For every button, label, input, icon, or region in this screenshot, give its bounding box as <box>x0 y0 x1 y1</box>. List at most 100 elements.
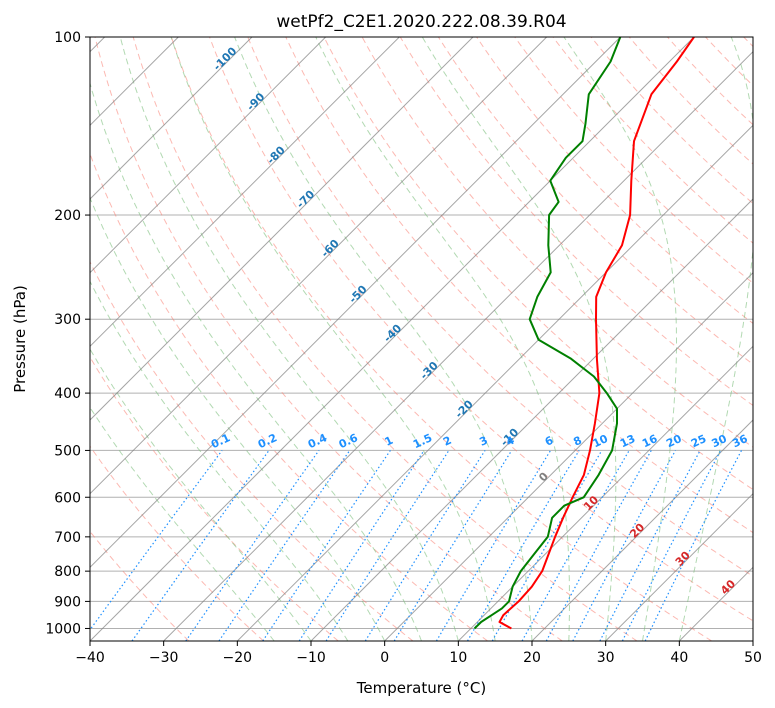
moist-adiabat-line <box>90 348 312 641</box>
dry-adiabat-line <box>90 152 488 641</box>
x-tick-label: 10 <box>449 650 467 666</box>
isotherm-label: -90 <box>244 90 267 113</box>
isobar-gridlines <box>90 36 753 629</box>
mixing-ratio-line <box>298 450 425 641</box>
isotherm-label: -100 <box>211 44 240 73</box>
mixing-ratio-line <box>644 450 743 641</box>
isotherm-line <box>531 419 753 641</box>
isotherm-line <box>90 37 474 421</box>
y-tick-label: 500 <box>54 443 81 459</box>
isotherm-line <box>752 640 753 641</box>
moist-adiabat-line <box>90 406 275 641</box>
x-tick-label: 30 <box>597 650 615 666</box>
dry-adiabat-line <box>132 37 638 641</box>
background-lines <box>90 37 753 641</box>
isotherm-line <box>678 566 753 641</box>
x-axis: −40 −30 −20 −10 0 10 20 30 40 50 <box>75 641 762 666</box>
x-axis-title: Temperature (°C) <box>356 679 486 697</box>
isotherm-line <box>457 345 753 641</box>
x-tick-label: 40 <box>670 650 688 666</box>
x-tick-label: −10 <box>296 650 326 666</box>
mixing-ratio-line <box>393 450 513 641</box>
isotherm-label: -20 <box>453 397 476 420</box>
mixing-ratio-line <box>325 450 450 641</box>
mixing-ratio-line <box>621 450 722 641</box>
mixing-ratio-line <box>364 450 486 641</box>
plot-frame <box>89 36 754 642</box>
x-tick-label: −20 <box>223 650 253 666</box>
isotherm-line <box>90 37 400 348</box>
isotherm-line <box>90 37 327 274</box>
isotherm-label: -60 <box>319 237 342 260</box>
mixing-ratio-label: 0.1 <box>209 431 232 451</box>
moist-adiabat-line <box>119 37 459 641</box>
mixing-ratio-label: 1 <box>383 434 395 449</box>
mixing-ratio-line <box>185 450 320 641</box>
mixing-ratio-line <box>90 450 223 631</box>
isotherm-line <box>90 37 548 495</box>
isotherm-label: -50 <box>346 283 369 306</box>
dry-adiabat-line <box>323 37 753 491</box>
dry-adiabat-line <box>94 37 563 641</box>
y-tick-label: 100 <box>54 30 81 46</box>
mixing-ratio-label: 36 <box>730 432 750 450</box>
x-tick-label: 0 <box>380 650 389 666</box>
mixing-ratio-label: 20 <box>664 432 684 450</box>
mixing-ratio-line <box>521 450 630 641</box>
moist-adiabat-line <box>315 37 570 641</box>
mixing-ratio-line <box>545 450 652 641</box>
dry-adiabat-line <box>90 356 339 641</box>
moist-adiabat-label: 40 <box>718 577 738 597</box>
mixing-ratio-line <box>466 450 580 641</box>
y-tick-label: 600 <box>54 490 81 506</box>
chart-title: wetPf2_C2E1.2020.222.08.39.R04 <box>276 12 566 32</box>
y-axis-title: Pressure (hPa) <box>11 285 29 393</box>
x-tick-label: 50 <box>744 650 762 666</box>
moist-adiabat-line <box>90 280 349 641</box>
moist-adiabat-line <box>90 81 422 641</box>
mixing-ratio-label: 6 <box>543 434 556 449</box>
moist-adiabat-line <box>678 37 753 641</box>
y-tick-label: 900 <box>54 594 81 610</box>
moist-adiabat-line <box>234 37 533 641</box>
mixing-ratio-line <box>435 450 552 641</box>
mixing-ratio-label: 25 <box>689 432 708 450</box>
dry-adiabat-line <box>437 37 753 365</box>
dry-adiabat-line <box>209 37 753 622</box>
mixing-ratio-line <box>131 450 270 641</box>
mixing-ratio-line <box>599 450 701 641</box>
isotherm-line <box>90 37 695 641</box>
dry-adiabat-line <box>514 37 753 284</box>
y-tick-label: 400 <box>54 386 81 402</box>
dry-adiabat-line <box>285 37 753 534</box>
isotherm-line <box>90 37 253 200</box>
isotherm-line <box>605 492 753 641</box>
mixing-ratio-line <box>262 450 391 641</box>
dry-adiabat-line <box>552 37 753 244</box>
isotherm-line <box>384 271 753 641</box>
x-tick-label: −40 <box>75 650 105 666</box>
dry-adiabat-line <box>743 37 753 48</box>
mixing-ratio-label: 16 <box>640 432 660 450</box>
mixing-ratio-label: 13 <box>618 432 637 450</box>
isotherm-label: -40 <box>381 321 404 344</box>
dry-adiabat-line <box>476 37 753 325</box>
y-tick-label: 300 <box>54 312 81 328</box>
y-tick-label: 700 <box>54 530 81 546</box>
isotherm-line <box>90 37 621 569</box>
dry-adiabat-line <box>90 445 264 641</box>
mixing-ratio-label: 30 <box>710 432 730 450</box>
moist-adiabat-line <box>563 37 677 641</box>
dry-adiabat-line <box>705 37 753 87</box>
mixing-ratio-label: 8 <box>571 434 583 449</box>
dry-adiabat-line <box>247 37 753 577</box>
mixing-ratio-label: 10 <box>591 432 611 450</box>
mixing-ratio-line <box>218 450 351 641</box>
moist-adiabat-label: 30 <box>673 549 693 569</box>
isotherm-label: -80 <box>265 143 288 166</box>
x-tick-label: −30 <box>149 650 179 666</box>
isotherm-line <box>163 50 753 641</box>
moist-adiabat-label: 20 <box>627 520 647 540</box>
y-tick-label: 1000 <box>45 621 81 637</box>
